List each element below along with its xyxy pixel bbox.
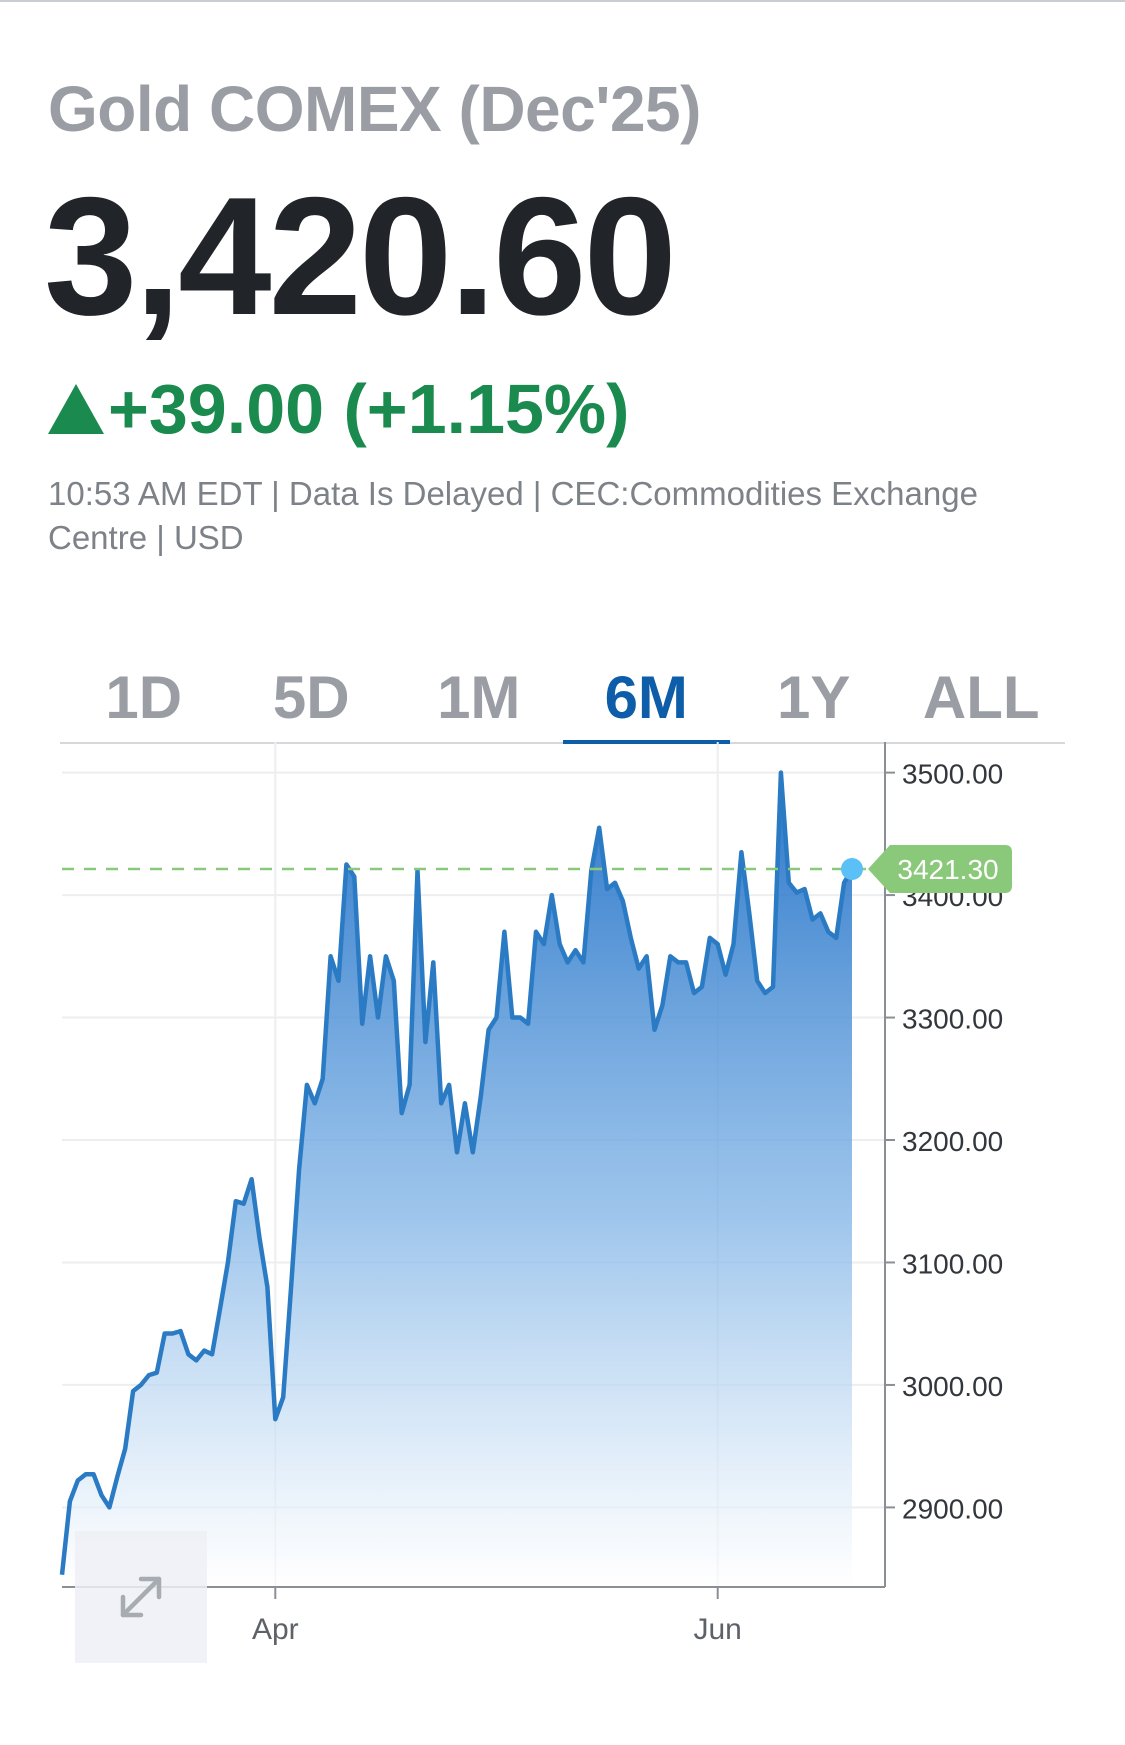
series-line xyxy=(59,770,854,1576)
tab-6m[interactable]: 6M xyxy=(562,652,731,744)
tab-1d[interactable]: 1D xyxy=(105,663,183,731)
y-tick-label: 3500.00 xyxy=(902,759,1003,790)
series-area xyxy=(62,772,852,1587)
tab-5d[interactable]: 5D xyxy=(272,663,350,731)
quote-meta: 10:53 AM EDT | Data Is Delayed | CEC:Com… xyxy=(48,475,978,556)
top-divider xyxy=(0,0,1125,2)
current-price-tag xyxy=(868,844,1012,893)
timeframe-tabs: 1D 5D 1M 6M 1Y ALL xyxy=(60,652,1065,744)
instrument-title: Gold COMEX (Dec'25) xyxy=(48,73,701,145)
y-tick-label: 3000.00 xyxy=(902,1371,1003,1402)
tab-1m[interactable]: 1M xyxy=(437,663,521,731)
expand-arrows-icon xyxy=(120,1576,162,1618)
price-chart[interactable]: 2900.003000.003100.003200.003300.003400.… xyxy=(0,740,1125,1680)
triangle-up-icon xyxy=(48,384,104,434)
x-tick-label: Jun xyxy=(694,1613,742,1646)
price-change: +39.00 (+1.15%) xyxy=(48,374,629,444)
y-tick-label: 3200.00 xyxy=(902,1126,1003,1157)
y-tick-label: 3100.00 xyxy=(902,1248,1003,1279)
tab-all[interactable]: ALL xyxy=(922,663,1040,731)
y-tick-label: 3300.00 xyxy=(902,1004,1003,1035)
tab-1y[interactable]: 1Y xyxy=(777,663,851,731)
last-price: 3,420.60 xyxy=(44,162,677,350)
current-price-point xyxy=(841,857,863,880)
current-price-label: 3421.30 xyxy=(897,854,998,885)
price-change-text: +39.00 (+1.15%) xyxy=(108,370,630,448)
x-tick-label: Apr xyxy=(252,1613,299,1646)
y-tick-label: 2900.00 xyxy=(902,1493,1003,1524)
expand-chart-button[interactable] xyxy=(75,1531,207,1663)
